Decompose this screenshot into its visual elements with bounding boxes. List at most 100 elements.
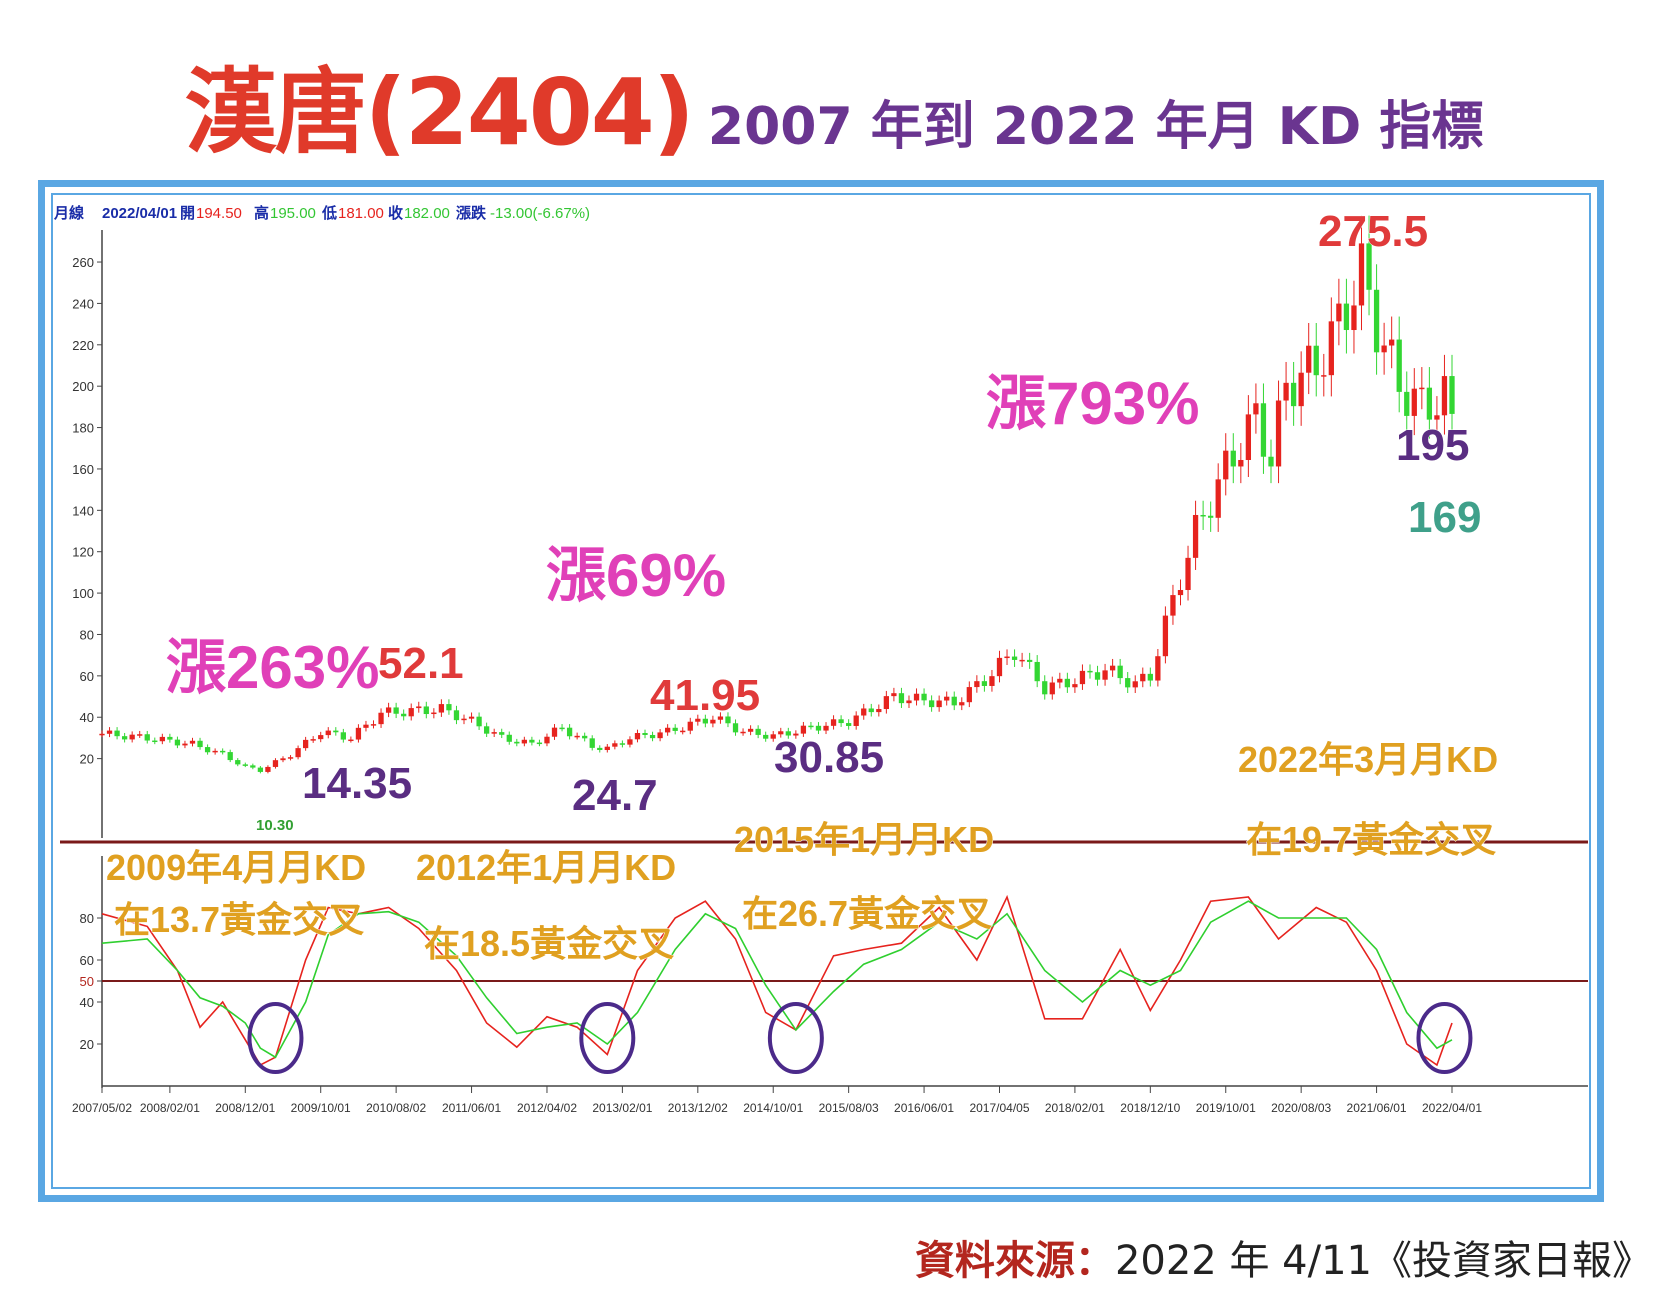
candle-body xyxy=(589,738,595,748)
candle-body xyxy=(1351,305,1357,331)
candle-body xyxy=(129,734,135,740)
chart-annotations: 14.35 10.30 52.1 24.7 41.95 30.85 275.5 195 169 漲… xyxy=(106,207,1499,1074)
candle-body xyxy=(1268,456,1274,467)
candle-body xyxy=(1079,670,1086,685)
candle-body xyxy=(1117,665,1123,679)
x-tick-label: 2009/10/01 xyxy=(291,1101,351,1115)
candle-body xyxy=(981,681,988,686)
candle-body xyxy=(891,693,897,697)
price-annotation: 24.7 xyxy=(572,771,658,820)
candle-body xyxy=(551,727,558,737)
header-open: 194.50 xyxy=(196,205,242,222)
candle-body xyxy=(363,724,369,728)
candle-body xyxy=(1223,450,1229,480)
candle-body xyxy=(423,706,429,715)
candle-body xyxy=(1102,670,1108,680)
candle-body xyxy=(257,767,264,772)
candle-body xyxy=(401,713,407,717)
candle-body xyxy=(1343,303,1350,331)
candle-body xyxy=(702,718,708,724)
candle-body xyxy=(1215,479,1221,518)
candle-body xyxy=(936,700,942,708)
candle-body xyxy=(1238,459,1244,467)
kd-line-k xyxy=(101,894,1453,1067)
price-annotation: 169 xyxy=(1408,493,1481,542)
candle-body xyxy=(695,718,701,722)
candle-body xyxy=(1072,684,1078,688)
candle-body xyxy=(242,764,248,766)
candle-body xyxy=(951,696,957,706)
candle-body xyxy=(815,725,822,731)
kd-annotation-detail: 在19.7黃金交叉 xyxy=(1246,819,1496,860)
kd-annotation-title: 2012年1月月KD xyxy=(416,847,676,888)
candle-body xyxy=(302,739,309,749)
price-annotation: 195 xyxy=(1396,421,1469,470)
candle-body xyxy=(1373,289,1380,353)
candle-body xyxy=(446,704,452,711)
kd-tick-label: 40 xyxy=(80,995,94,1010)
x-tick-label: 2012/04/02 xyxy=(517,1101,577,1115)
header-close-label: 收 xyxy=(388,204,403,222)
candle-body xyxy=(1185,557,1191,590)
x-tick-label: 2015/08/03 xyxy=(819,1101,879,1115)
price-annotation: 275.5 xyxy=(1318,207,1428,256)
candle-body xyxy=(996,657,1003,677)
header-high-label: 高 xyxy=(254,204,269,222)
price-tick-label: 160 xyxy=(72,462,94,477)
candle-body xyxy=(680,730,686,733)
header-label: 月線 xyxy=(53,204,84,222)
candle-body xyxy=(1019,659,1025,662)
candle-body xyxy=(212,750,218,753)
candle-body xyxy=(152,740,158,743)
candle-body xyxy=(1283,382,1289,401)
header-open-label: 開 xyxy=(180,205,195,222)
x-tick-label: 2016/06/01 xyxy=(894,1101,954,1115)
candle-body xyxy=(265,766,271,772)
candle-body xyxy=(438,704,445,713)
candle-body xyxy=(1328,321,1334,376)
header-change-label: 漲跌 xyxy=(456,205,487,222)
kd-tick-label: 60 xyxy=(80,953,94,968)
candle-body xyxy=(959,702,965,706)
candle-body xyxy=(506,734,512,742)
candle-body xyxy=(483,726,490,734)
candle-body xyxy=(755,728,761,735)
candle-body xyxy=(1042,681,1048,695)
candle-body xyxy=(1034,661,1040,682)
candle-body xyxy=(1411,388,1417,416)
x-tick-label: 2013/12/02 xyxy=(668,1101,728,1115)
candle-body xyxy=(310,739,316,741)
candle-body xyxy=(114,730,120,737)
header-high: 195.00 xyxy=(270,205,316,222)
price-tick-label: 260 xyxy=(72,255,94,270)
candle-body xyxy=(491,732,497,734)
candle-body xyxy=(1336,303,1342,322)
candle-body xyxy=(167,736,173,740)
price-tick-label: 220 xyxy=(72,338,94,353)
time-x-axis: 2007/05/02 2008/02/01 2008/12/01 2009/10/01… xyxy=(72,1086,1482,1115)
kd-tick-label: 80 xyxy=(80,911,94,926)
candle-body xyxy=(99,733,105,736)
candle-body xyxy=(604,746,610,751)
candle-body xyxy=(235,760,241,765)
candle-body xyxy=(582,735,588,739)
kd-tick-label: 50 xyxy=(80,974,94,989)
candle-body xyxy=(740,731,746,734)
candle-body xyxy=(1321,375,1327,377)
header-close: 182.00 xyxy=(404,205,450,222)
candle-body xyxy=(1087,670,1093,673)
candle-body xyxy=(1094,672,1101,680)
candle-body xyxy=(227,752,233,761)
candle-body xyxy=(355,727,362,740)
candle-body xyxy=(1064,678,1071,688)
price-annotation: 10.30 xyxy=(256,817,294,834)
candle-body xyxy=(989,676,995,686)
candle-body xyxy=(159,736,165,742)
candle-body xyxy=(778,731,784,735)
candle-body xyxy=(883,696,889,710)
candle-body xyxy=(416,706,422,709)
candle-body xyxy=(672,727,678,731)
x-tick-label: 2021/06/01 xyxy=(1347,1101,1407,1115)
candle-body xyxy=(612,743,618,747)
golden-cross-circle xyxy=(247,1002,304,1074)
